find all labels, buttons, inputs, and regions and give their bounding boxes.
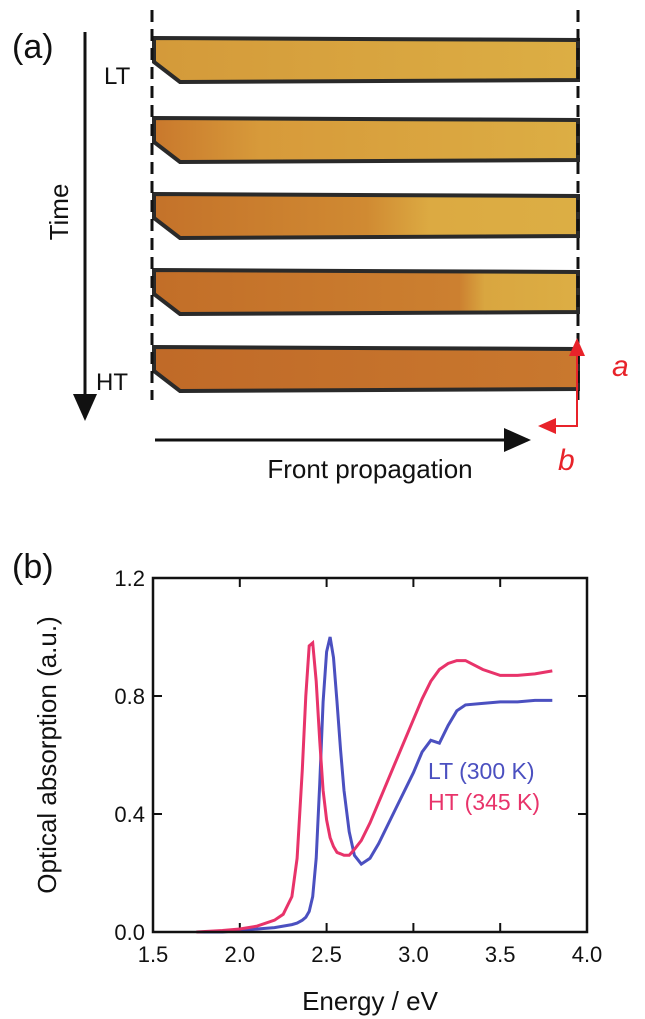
front-label: Front propagation — [267, 454, 472, 484]
legend-label: LT (300 K) — [428, 758, 535, 784]
y-tick-label: 0.4 — [114, 802, 145, 827]
x-tick-label: 3.5 — [485, 942, 516, 967]
data-line — [196, 636, 553, 934]
legend-label: HT (345 K) — [428, 789, 540, 815]
x-tick-label: 2.5 — [311, 942, 342, 967]
y-tick-label: 1.2 — [114, 566, 145, 591]
y-tick-label: 0.8 — [114, 684, 145, 709]
x-tick-label: 3.0 — [398, 942, 429, 967]
axis-a-label: a — [612, 350, 629, 383]
crystal — [152, 344, 580, 394]
panel-label: (a) — [12, 28, 54, 66]
y-axis-title: Optical absorption (a.u.) — [32, 616, 62, 893]
x-axis-title: Energy / eV — [302, 986, 439, 1016]
panel-a: (a) LT HT Time Front propagation a b — [12, 10, 629, 484]
x-tick-label: 2.0 — [225, 942, 256, 967]
panel-b: (b) Energy / eV Optical absorption (a.u.… — [12, 548, 602, 1016]
crystal — [152, 115, 580, 165]
crystal — [152, 35, 580, 85]
crystals — [152, 35, 580, 394]
x-tick-label: 4.0 — [572, 942, 603, 967]
plot-frame — [151, 576, 589, 934]
lt-label: LT — [104, 63, 131, 90]
time-label: Time — [44, 184, 74, 241]
crystal — [152, 191, 580, 241]
ht-label: HT — [96, 369, 128, 396]
panel-label: (b) — [12, 548, 54, 586]
y-tick-label: 0.0 — [114, 920, 145, 945]
x-tick-label: 1.5 — [138, 942, 169, 967]
crystal — [152, 267, 580, 317]
data-line — [196, 639, 553, 934]
axis-b-label: b — [558, 444, 575, 477]
